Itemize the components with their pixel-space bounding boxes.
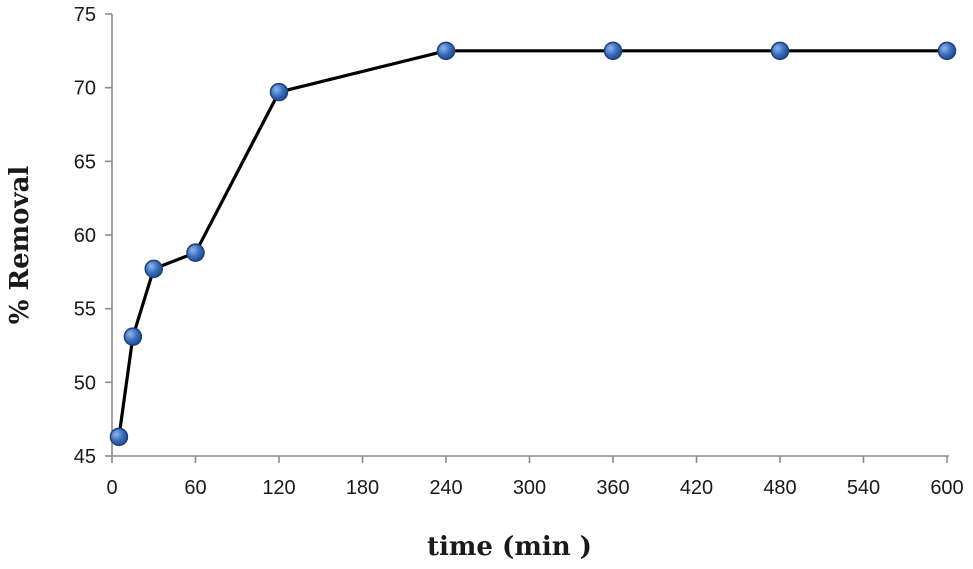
data-point — [937, 41, 957, 61]
data-point — [144, 259, 163, 279]
series-line — [117, 49, 947, 438]
y-axis-title: % Removal — [5, 166, 35, 325]
y-tick-label: 55 — [74, 299, 96, 321]
x-tick-label: 420 — [680, 477, 713, 499]
x-tick-label: 300 — [513, 477, 546, 499]
x-tick-label: 120 — [262, 477, 295, 499]
data-point — [436, 41, 456, 61]
x-tick-label: 360 — [596, 477, 629, 499]
x-tick-label: 480 — [763, 477, 796, 499]
y-tick-label: 70 — [74, 78, 96, 100]
x-axis-ticks: 0 60 120 180 240 300 360 420 480 540 600 — [106, 456, 964, 499]
data-point — [770, 41, 790, 61]
data-point — [603, 41, 623, 61]
y-tick-label: 75 — [74, 4, 96, 26]
y-tick-label: 65 — [74, 151, 96, 173]
y-axis-ticks: 45 50 55 60 65 70 75 — [74, 4, 112, 468]
y-tick-label: 45 — [74, 446, 96, 468]
data-point — [186, 243, 205, 262]
y-tick-label: 60 — [74, 225, 96, 247]
y-tick-label: 50 — [74, 372, 96, 394]
plot-area: 45 50 55 60 65 70 75 0 60 120 180 240 300 360 420 480 5… — [74, 4, 964, 499]
x-tick-label: 180 — [346, 477, 379, 499]
x-axis-title: time (min ) — [427, 532, 592, 562]
data-point — [109, 427, 129, 447]
x-tick-label: 600 — [930, 477, 963, 499]
x-tick-label: 60 — [184, 477, 206, 499]
series-layer — [109, 41, 957, 447]
data-point — [269, 82, 289, 102]
x-tick-label: 0 — [106, 477, 117, 499]
x-tick-label: 540 — [847, 477, 880, 499]
data-point — [123, 327, 143, 346]
x-tick-label: 240 — [429, 477, 462, 499]
